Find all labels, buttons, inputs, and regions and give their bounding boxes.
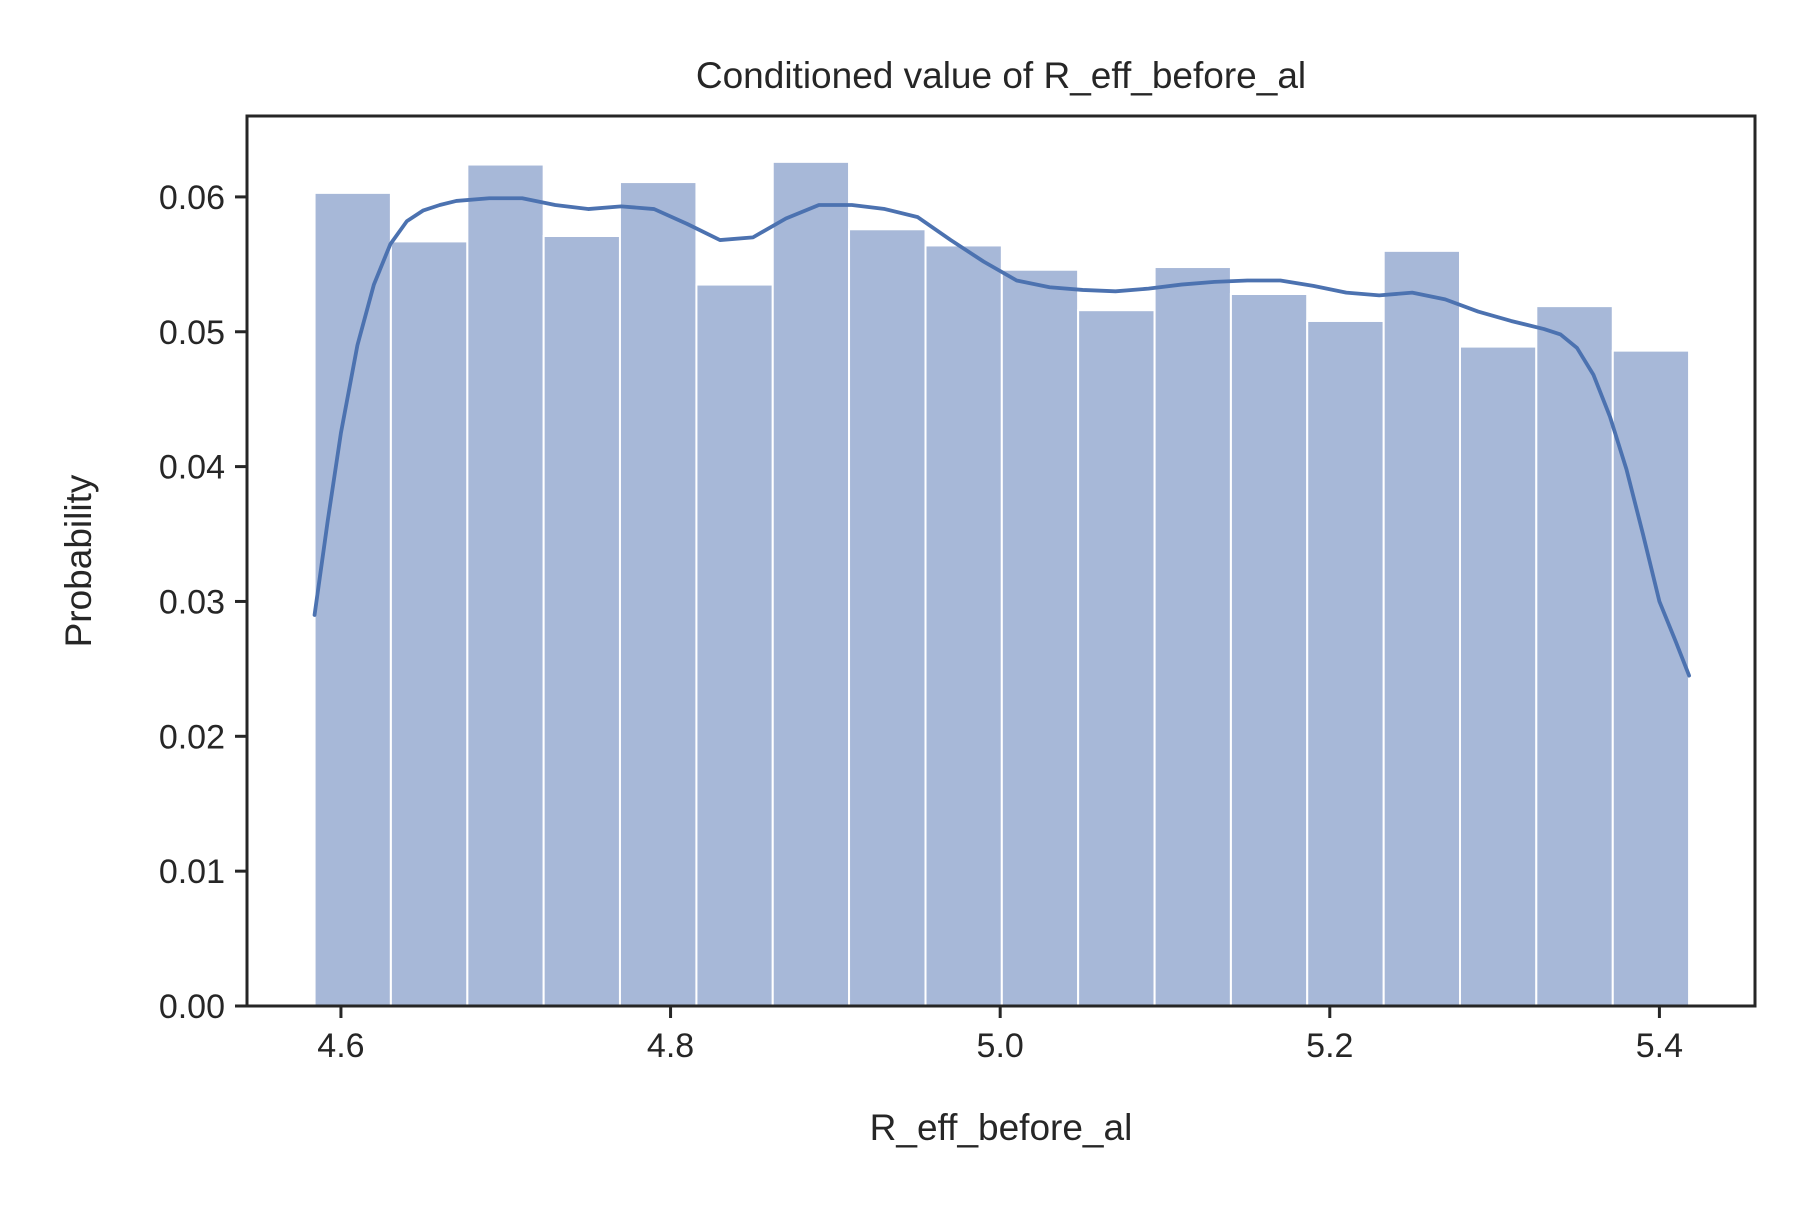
y-axis-ticks: 0.00 0.01 0.02 0.03 0.04 0.05 0.06 (159, 179, 247, 1026)
y-tick-label: 0.04 (159, 449, 225, 487)
x-axis-label: R_eff_before_al (870, 1107, 1133, 1148)
histogram-bar (848, 228, 927, 1008)
chart-title: Conditioned value of R_eff_before_al (696, 55, 1306, 96)
histogram-bar (1153, 266, 1232, 1008)
y-axis-label: Probability (58, 474, 99, 647)
y-tick-label: 0.03 (159, 583, 225, 621)
x-tick-label: 5.0 (977, 1027, 1024, 1065)
x-tick-label: 5.2 (1306, 1027, 1353, 1065)
y-tick-label: 0.01 (159, 853, 225, 891)
histogram-bar (466, 163, 545, 1007)
histogram-bar (1077, 309, 1156, 1007)
bars-layer (313, 160, 1691, 1008)
y-tick-label: 0.06 (159, 179, 225, 217)
kde-curve (312, 196, 1691, 678)
x-tick-label: 4.6 (317, 1027, 364, 1065)
histogram-bar (1611, 349, 1691, 1007)
histogram-bar (1000, 268, 1080, 1007)
histogram-bar (313, 191, 392, 1007)
histogram-bar (1458, 345, 1538, 1008)
histogram-bar (1382, 249, 1461, 1007)
histogram-bar (1229, 293, 1309, 1007)
x-tick-label: 5.4 (1636, 1027, 1683, 1065)
y-tick-label: 0.02 (159, 718, 225, 756)
histogram-bar (618, 181, 698, 1008)
x-tick-label: 4.8 (647, 1027, 694, 1065)
y-tick-label: 0.05 (159, 314, 225, 352)
y-tick-label: 0.00 (159, 988, 225, 1026)
histogram-bar (695, 283, 774, 1007)
histogram-bar (924, 244, 1003, 1008)
histogram-bar (389, 240, 469, 1007)
x-axis-ticks: 4.6 4.8 5.0 5.2 5.4 (317, 1006, 1683, 1065)
histogram-bar (771, 160, 851, 1007)
histogram-bar (1306, 319, 1385, 1007)
histogram-bar (1535, 305, 1614, 1007)
histogram-bar (542, 235, 621, 1008)
